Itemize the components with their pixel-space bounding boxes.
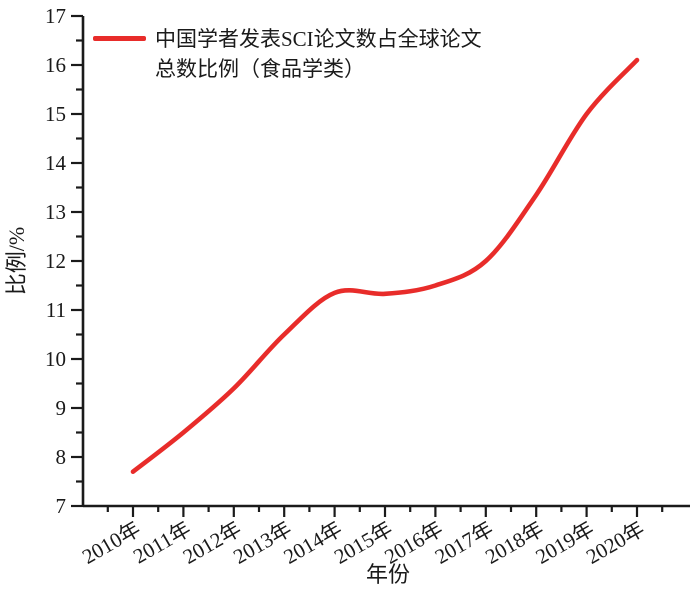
y-tick-label: 11 [46, 298, 66, 322]
x-tick-label: 2013年 [229, 517, 296, 569]
x-tick-label: 2020年 [582, 517, 649, 569]
legend-label: 中国学者发表SCI论文数占全球论文 总数比例（食品学类） [155, 24, 482, 84]
y-axis-title: 比例/% [4, 227, 29, 295]
series-line [130, 57, 640, 474]
x-tick-label: 2014年 [280, 517, 347, 569]
y-tick-label: 15 [45, 102, 66, 126]
x-tick-label: 2012年 [179, 517, 246, 569]
x-tick-label: 2010年 [78, 517, 145, 569]
x-tick-label: 2018年 [481, 517, 548, 569]
legend-label-line2: 总数比例（食品学类） [155, 57, 365, 81]
legend-label-line1: 中国学者发表SCI论文数占全球论文 [155, 27, 482, 51]
x-tick-label: 2016年 [380, 517, 447, 569]
legend-line-sample-icon [93, 36, 146, 41]
y-tick-label: 10 [45, 347, 66, 371]
y-tick-label: 12 [45, 249, 66, 273]
x-axis-title: 年份 [366, 562, 410, 587]
x-tick-label: 2015年 [330, 517, 397, 569]
legend: 中国学者发表SCI论文数占全球论文 总数比例（食品学类） [93, 24, 482, 84]
x-tick-label: 2017年 [431, 517, 498, 569]
x-tick-label: 2019年 [532, 517, 599, 569]
y-tick-label: 8 [56, 445, 67, 469]
y-tick-label: 9 [56, 396, 67, 420]
y-tick-label: 16 [45, 53, 66, 77]
y-tick-label: 7 [56, 494, 67, 518]
y-tick-label: 14 [45, 151, 67, 175]
y-tick-label: 13 [45, 200, 66, 224]
y-tick-label: 17 [45, 4, 66, 28]
